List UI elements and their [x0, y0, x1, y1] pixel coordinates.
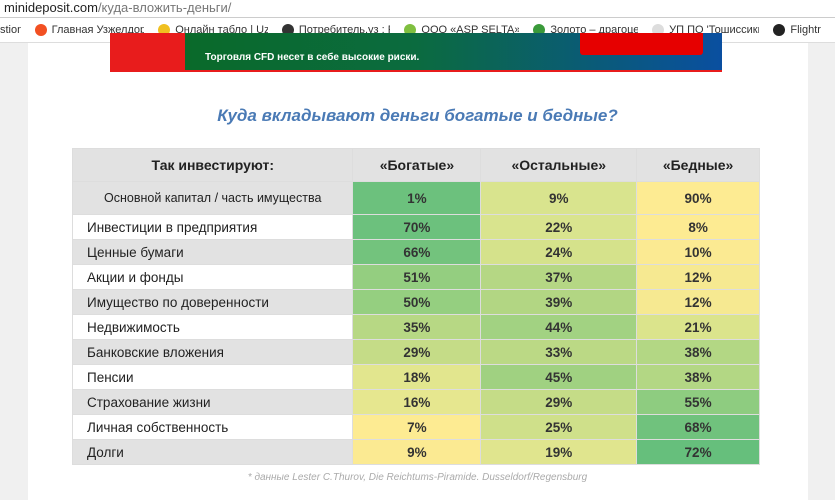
url-path: /куда-вложить-деньги/	[97, 0, 232, 15]
value-cell: 12%	[636, 289, 760, 315]
value-cell: 50%	[352, 289, 482, 315]
value-cell: 51%	[352, 264, 482, 290]
row-label: Долги	[71, 439, 354, 465]
value-cell: 29%	[480, 389, 638, 415]
table-row: Недвижимость 35% 44% 21%	[71, 314, 760, 340]
table-row: Акции и фонды 51% 37% 12%	[71, 264, 760, 290]
value-cell: 35%	[352, 314, 482, 340]
value-cell: 90%	[636, 181, 760, 215]
investment-table: Так инвестируют: «Богатые» «Остальные» «Бед…	[71, 148, 760, 465]
table-row: Долги 9% 19% 72%	[71, 439, 760, 465]
source-note: * данные Lester C.Thurov, Die Reichtums-…	[247, 472, 588, 483]
url-domain: minideposit.com	[4, 0, 98, 15]
value-cell: 29%	[352, 339, 482, 365]
value-cell: 70%	[352, 214, 482, 240]
table-row: Пенсии 18% 45% 38%	[71, 364, 760, 390]
bookmark-favicon-icon	[34, 24, 47, 36]
row-label: Личная собственность	[71, 414, 354, 440]
value-cell: 10%	[636, 239, 760, 265]
value-cell: 21%	[636, 314, 760, 340]
row-label: Пенсии	[71, 364, 354, 390]
value-cell: 55%	[636, 389, 760, 415]
value-cell: 44%	[480, 314, 638, 340]
ad-banner[interactable]: Торговля CFD несет в себе высокие риски.	[110, 33, 722, 72]
ad-button[interactable]	[580, 33, 703, 55]
value-cell: 39%	[480, 289, 638, 315]
table-row: Банковские вложения 29% 33% 38%	[71, 339, 760, 365]
address-bar[interactable]: minideposit.com/куда-вложить-деньги/	[0, 0, 835, 18]
row-label: Страхование жизни	[71, 389, 354, 415]
column-header: «Богатые»	[352, 148, 482, 182]
bookmark-label: Flightra	[790, 24, 821, 36]
page-title: Куда вкладывают деньги богатые и бедные?	[217, 106, 618, 125]
row-label: Основной капитал / часть имущества	[71, 181, 354, 215]
bookmark-label: stion	[0, 24, 21, 36]
table-row: Ценные бумаги 66% 24% 10%	[71, 239, 760, 265]
row-label: Акции и фонды	[71, 264, 354, 290]
row-label: Ценные бумаги	[71, 239, 354, 265]
value-cell: 33%	[480, 339, 638, 365]
table-row: Инвестиции в предприятия 70% 22% 8%	[71, 214, 760, 240]
row-label: Банковские вложения	[71, 339, 354, 365]
column-header: Так инвестируют:	[71, 148, 354, 182]
table-row: Страхование жизни 16% 29% 55%	[71, 389, 760, 415]
bookmark-favicon-icon	[773, 24, 786, 36]
value-cell: 66%	[352, 239, 482, 265]
value-cell: 37%	[480, 264, 638, 290]
value-cell: 24%	[480, 239, 638, 265]
value-cell: 22%	[480, 214, 638, 240]
value-cell: 72%	[636, 439, 760, 465]
row-label: Недвижимость	[71, 314, 354, 340]
value-cell: 45%	[480, 364, 638, 390]
value-cell: 38%	[636, 364, 760, 390]
table-row: Имущество по доверенности 50% 39% 12%	[71, 289, 760, 315]
value-cell: 12%	[636, 264, 760, 290]
bookmark-item[interactable]: Flightra	[773, 24, 821, 36]
value-cell: 68%	[636, 414, 760, 440]
value-cell: 9%	[480, 181, 638, 215]
row-label: Имущество по доверенности	[71, 289, 354, 315]
value-cell: 19%	[480, 439, 638, 465]
ad-text: Торговля CFD несет в себе высокие риски.	[205, 52, 420, 63]
value-cell: 16%	[352, 389, 482, 415]
table-row: Основной капитал / часть имущества 1% 9% 90…	[71, 181, 760, 215]
value-cell: 1%	[352, 181, 482, 215]
column-header: «Бедные»	[636, 148, 760, 182]
column-header: «Остальные»	[480, 148, 638, 182]
value-cell: 38%	[636, 339, 760, 365]
value-cell: 9%	[352, 439, 482, 465]
value-cell: 18%	[352, 364, 482, 390]
bookmark-item[interactable]: stion	[0, 24, 21, 36]
value-cell: 25%	[480, 414, 638, 440]
table-row: Личная собственность 7% 25% 68%	[71, 414, 760, 440]
value-cell: 8%	[636, 214, 760, 240]
row-label: Инвестиции в предприятия	[71, 214, 354, 240]
value-cell: 7%	[352, 414, 482, 440]
